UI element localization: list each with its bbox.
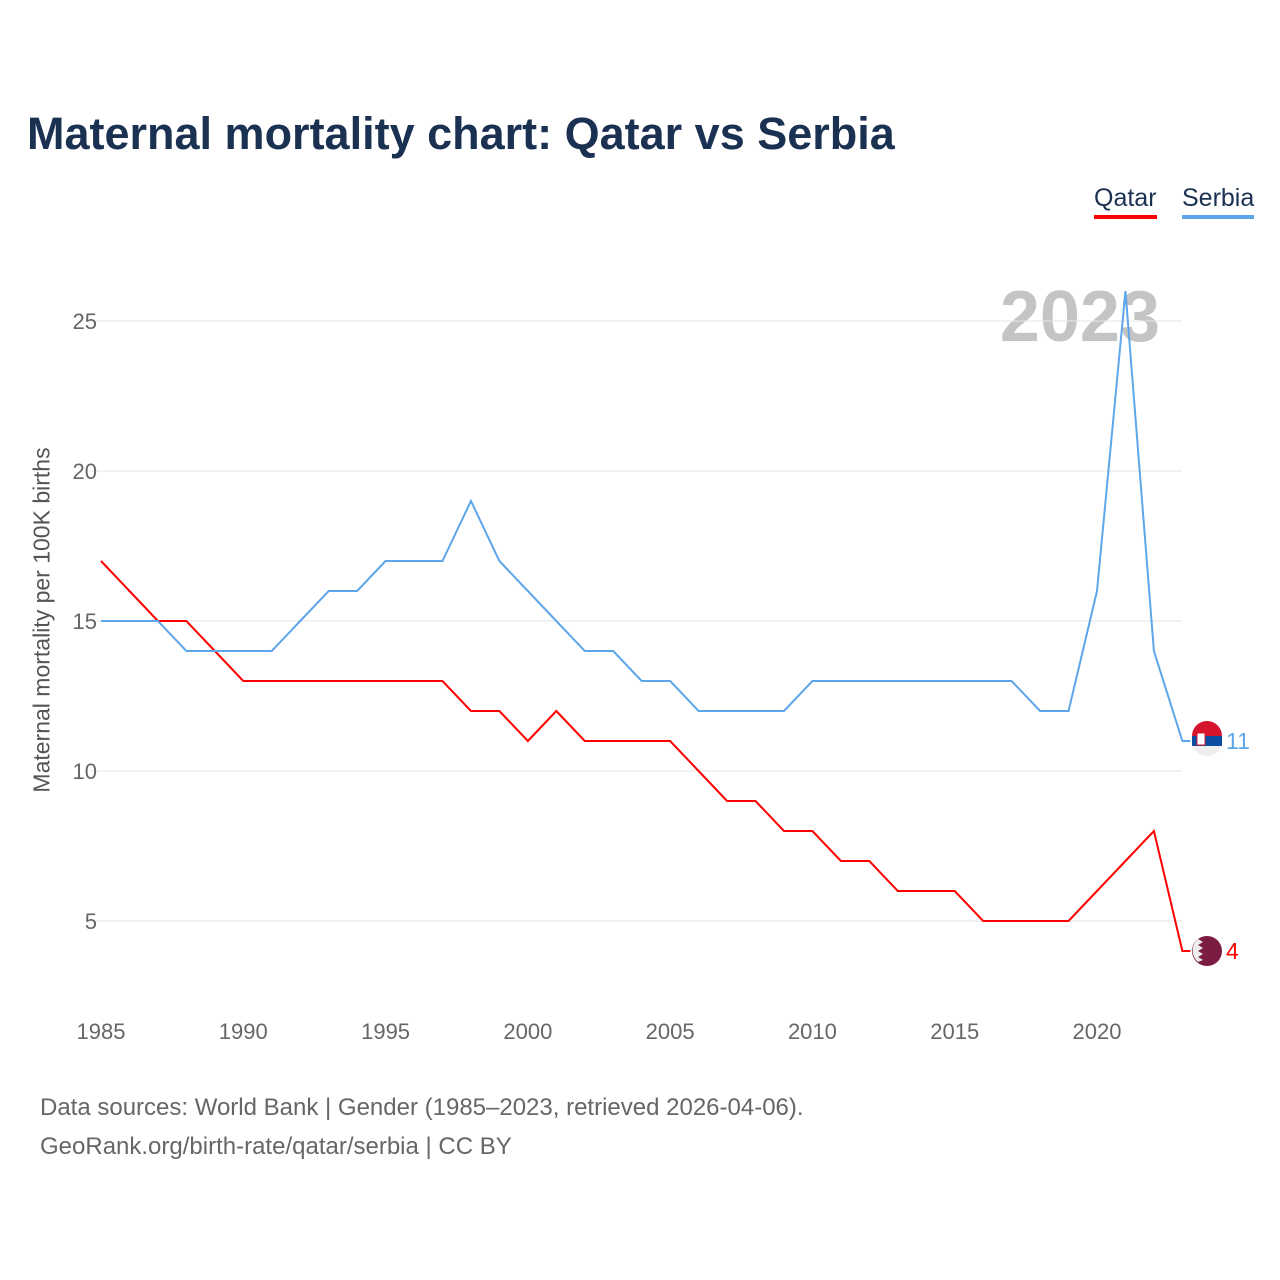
x-tick-label: 2010 — [788, 1019, 837, 1044]
chart-title: Maternal mortality chart: Qatar vs Serbi… — [27, 108, 895, 159]
qatar-flag-icon — [1192, 936, 1222, 966]
y-tick-label: 20 — [73, 459, 97, 484]
x-tick-label: 1985 — [77, 1019, 126, 1044]
credit-link[interactable]: GeoRank.org/birth-rate/qatar/serbia | CC… — [40, 1133, 512, 1160]
data-source: Data sources: World Bank | Gender (1985–… — [40, 1094, 804, 1121]
series-line-qatar — [100, 560, 1191, 952]
footer: Data sources: World Bank | Gender (1985–… — [40, 1088, 804, 1166]
y-tick-label: 15 — [73, 609, 97, 634]
y-tick-label: 25 — [73, 309, 97, 334]
end-label-serbia: 11 — [1226, 728, 1250, 754]
x-tick-label: 2020 — [1073, 1019, 1122, 1044]
x-tick-label: 2000 — [503, 1019, 552, 1044]
x-tick-label: 2015 — [930, 1019, 979, 1044]
y-tick-label: 10 — [73, 759, 97, 784]
x-tick-label: 2005 — [646, 1019, 695, 1044]
year-watermark: 2023 — [1000, 277, 1160, 357]
legend-qatar[interactable]: Qatar — [1094, 184, 1157, 219]
serbia-flag-icon — [1192, 721, 1222, 756]
legend-serbia[interactable]: Serbia — [1182, 184, 1255, 219]
x-tick-label: 1995 — [361, 1019, 410, 1044]
end-label-qatar: 4 — [1226, 938, 1239, 964]
y-tick-label: 5 — [85, 909, 97, 934]
x-tick-label: 1990 — [219, 1019, 268, 1044]
series-line-serbia — [101, 290, 1191, 742]
